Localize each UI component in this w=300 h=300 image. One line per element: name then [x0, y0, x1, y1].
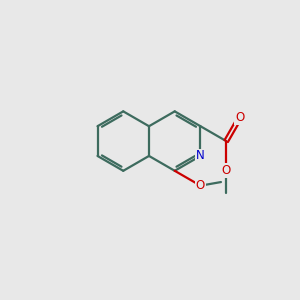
Text: O: O — [196, 179, 205, 192]
Text: O: O — [235, 111, 244, 124]
Text: N: N — [196, 149, 205, 162]
Text: O: O — [222, 164, 231, 177]
